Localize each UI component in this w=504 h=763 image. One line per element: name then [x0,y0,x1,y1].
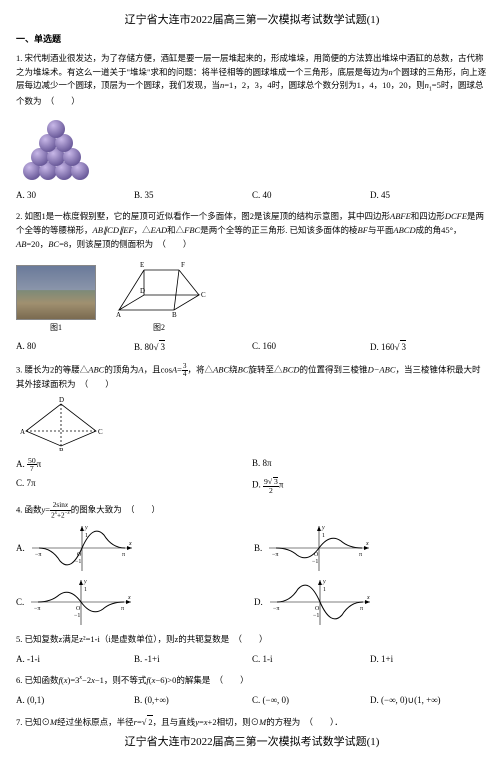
svg-text:x: x [128,541,132,547]
svg-text:π: π [359,552,362,558]
page-title: 辽宁省大连市2022届高三第一次模拟考试数学试题(1) [16,12,488,29]
q1-opt-b: B. 35 [134,187,252,205]
svg-text:F: F [181,261,185,269]
q2-opt-c: C. 160 [252,338,370,357]
q5-opt-c: C. 1-i [252,651,370,669]
q3-opt-b: B. 8π [252,455,488,475]
page-footer-title: 辽宁省大连市2022届高三第一次模拟考试数学试题(1) [16,734,488,751]
svg-text:−π: −π [272,552,278,558]
q6-opt-c: C. (−∞, 0) [252,692,370,710]
q6-opt-a: A. (0,1) [16,692,134,710]
q4-opt-d: D. O−ππ xy 1−1 [254,577,488,627]
q1-opt-a: A. 30 [16,187,134,205]
q2-opt-a: A. 80 [16,338,134,357]
q3-opt-a: A. 507π [16,455,252,475]
svg-text:−1: −1 [312,559,318,565]
villa-photo [16,265,96,320]
graph-b: O −π π x y 1 −1 [264,523,374,573]
q4-opt-c: C. O−ππ xy 1−1 [16,577,250,627]
svg-text:B: B [172,311,177,319]
graph-c: O −π π x y 1 −1 [26,577,136,627]
question-4: 4. 函数y=2sinx2x+2−x的图象大致为 （ ） [16,502,488,519]
svg-text:O: O [315,606,320,612]
svg-text:1: 1 [85,533,88,539]
sphere-pyramid-figure [16,113,96,183]
svg-text:O: O [76,606,81,612]
svg-text:1: 1 [323,587,326,593]
svg-text:y: y [322,579,326,585]
q5-opt-d: D. 1+i [370,651,488,669]
svg-text:D: D [140,287,145,295]
q2-opt-d: D. 1603 [370,338,488,357]
svg-text:A: A [20,428,25,436]
svg-text:C: C [98,428,103,436]
q4-charts: A. O−ππ xy 1−1 B. O−ππ xy 1−1 C. O−ππ xy [16,523,488,627]
question-6: 6. 已知函数f(x)=3x−2x−1，则不等式f(x−6)>0的解集是 （ ） [16,674,488,688]
svg-text:1: 1 [322,533,325,539]
svg-text:π: π [121,606,124,612]
section-header: 一、单选题 [16,33,488,47]
svg-text:π: π [360,606,363,612]
q6-opt-b: B. (0,+∞) [134,692,252,710]
q5-opt-a: A. -1-i [16,651,134,669]
svg-text:−1: −1 [74,613,80,619]
svg-text:O: O [77,552,82,558]
svg-text:y: y [84,525,88,531]
svg-text:O: O [314,552,319,558]
roof-diagram: A B C D E F [104,255,214,320]
svg-text:B: B [59,447,64,451]
q4-opt-a: A. O−ππ xy 1−1 [16,523,250,573]
question-3: 3. 腰长为2的等腰△ABC的顶角为A，且cosA=34，将△ABC绕BC旋转至… [16,363,488,392]
svg-text:y: y [83,579,87,585]
graph-d: O −π π x y 1 −1 [265,577,375,627]
q1-opt-d: D. 45 [370,187,488,205]
svg-text:1: 1 [84,587,87,593]
q5-opt-b: B. -1+i [134,651,252,669]
q4-opt-b: B. O−ππ xy 1−1 [254,523,488,573]
svg-text:−π: −π [273,606,279,612]
q3-options: A. 507π B. 8π C. 7π D. 932π [16,455,488,497]
question-1: 1. 宋代制酒业很发达，为了存储方便，酒缸是要一层一层堆起来的，形成堆垛，用简便… [16,52,488,109]
svg-text:D: D [59,396,64,404]
question-2: 2. 如图1是一栋度假别墅，它的屋顶可近似看作一个多面体，图2是该屋顶的结构示意… [16,210,488,251]
svg-text:x: x [365,541,369,547]
q2-figures: 图1 A B C D E F 图2 [16,255,488,334]
q6-options: A. (0,1) B. (0,+∞) C. (−∞, 0) D. (−∞, 0)… [16,692,488,710]
q1-opt-c: C. 40 [252,187,370,205]
svg-text:π: π [122,552,125,558]
svg-text:C: C [201,291,206,299]
svg-text:−1: −1 [313,613,319,619]
q3-opt-d: D. 932π [252,475,488,496]
fig1-caption: 图1 [16,322,96,334]
fig2-caption: 图2 [104,322,214,334]
q1-options: A. 30 B. 35 C. 40 D. 45 [16,187,488,205]
graph-a: O −π π x y 1 −1 [27,523,137,573]
svg-text:E: E [140,261,144,269]
svg-text:x: x [127,595,131,601]
tetrahedron-figure: A B C D [16,396,106,451]
svg-text:−π: −π [35,552,41,558]
svg-text:y: y [321,525,325,531]
svg-text:−1: −1 [75,559,81,565]
q3-opt-c: C. 7π [16,475,252,496]
q6-opt-d: D. (−∞, 0)∪(1, +∞) [370,692,488,710]
svg-text:A: A [116,311,121,319]
svg-text:x: x [366,595,370,601]
q2-options: A. 80 B. 803 C. 160 D. 1603 [16,338,488,357]
q5-options: A. -1-i B. -1+i C. 1-i D. 1+i [16,651,488,669]
question-5: 5. 已知复数z满足z²=1-i（i是虚数单位），则z的共轭复数是 （ ） [16,633,488,647]
q2-opt-b: B. 803 [134,338,252,357]
svg-text:−π: −π [34,606,40,612]
question-7: 7. 已知⊙M经过坐标原点，半径r=2，且与直线y=x+2相切，则⊙M的方程为 … [16,715,488,730]
